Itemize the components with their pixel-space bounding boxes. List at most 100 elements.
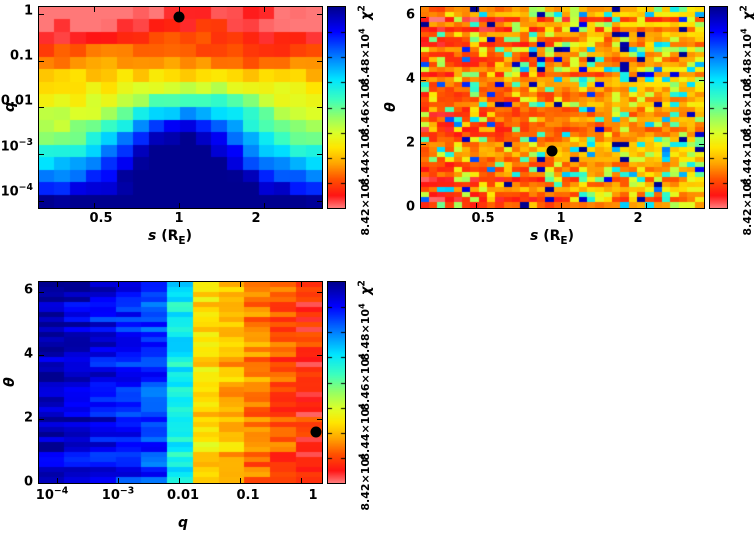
axis-tick [179, 7, 180, 12]
axis-tick [317, 355, 322, 356]
axis-tick [421, 17, 426, 18]
axis-tick [646, 7, 647, 12]
axis-tick [699, 80, 704, 81]
xtick-label: 10−3 [101, 485, 135, 503]
colorbar-top-right [709, 6, 728, 209]
xtick-label: 0.5 [89, 211, 113, 226]
axis-tick [561, 203, 562, 208]
colorbar-tick-label: 8.44×104 [357, 403, 372, 461]
xtick-label: 10−4 [35, 485, 69, 503]
colorbar-title: χ2 [738, 5, 754, 20]
axis-tick [118, 478, 119, 483]
colorbar-tick-label: 8.42×104 [739, 178, 754, 236]
axis-tick [240, 478, 241, 483]
colorbar-tick-label: 8.42×104 [357, 178, 372, 236]
axis-tick [421, 144, 426, 145]
colorbar-tick-label: 8.44×104 [357, 128, 372, 186]
ytick-label: 0.01 [0, 93, 33, 109]
colorbar-tick-label: 8.44×104 [739, 128, 754, 186]
axis-tick [317, 61, 322, 62]
xtick-label: 0.1 [236, 488, 260, 503]
axis-tick [179, 282, 180, 287]
axis-tick [264, 203, 265, 208]
y-axis-title: θ [382, 102, 399, 112]
axis-tick [39, 107, 44, 108]
heatmap-top-right [420, 6, 705, 209]
axis-tick [421, 208, 426, 209]
axis-tick [179, 203, 180, 208]
ytick-label: 10−4 [0, 182, 33, 200]
heatmap-bottom-left [38, 281, 323, 484]
xtick-label: 2 [633, 211, 643, 226]
axis-tick [39, 355, 44, 356]
xtick-label: 1 [308, 488, 318, 503]
axis-tick [39, 14, 44, 15]
axis-tick [240, 282, 241, 287]
ytick-label: 0 [23, 474, 33, 490]
axis-tick [646, 203, 647, 208]
axis-tick [317, 483, 322, 484]
axis-tick [317, 292, 322, 293]
ytick-label: 4 [23, 346, 33, 362]
axis-tick [264, 7, 265, 12]
axis-tick [699, 144, 704, 145]
colorbar-tick-label: 8.46×104 [357, 353, 372, 411]
colorbar-tick-label: 8.42×104 [357, 453, 372, 511]
ytick-label: 2 [23, 410, 33, 426]
colorbar-bottom-left [327, 281, 346, 484]
y-axis-title: q [2, 101, 19, 113]
heatmap-top-left [38, 6, 323, 209]
axis-tick [301, 282, 302, 287]
axis-tick [39, 61, 44, 62]
colorbar-tick-label: 8.46×104 [739, 78, 754, 136]
colorbar-tick-label: 8.46×104 [357, 78, 372, 136]
ytick-label: 1 [23, 3, 33, 19]
axis-tick [476, 203, 477, 208]
xtick-label: 0.01 [166, 488, 200, 503]
y-axis-title: θ [1, 377, 18, 387]
ytick-label: 0.1 [9, 48, 33, 64]
colorbar-title: χ2 [356, 280, 374, 295]
ytick-label: 2 [405, 135, 415, 151]
axis-tick [421, 80, 426, 81]
xtick-label: 1 [556, 211, 566, 226]
axis-tick [39, 292, 44, 293]
axis-tick [39, 201, 44, 202]
best-fit-marker [310, 426, 322, 438]
axis-tick [317, 14, 322, 15]
axis-tick [39, 419, 44, 420]
axis-tick [39, 154, 44, 155]
axis-tick [699, 17, 704, 18]
ytick-label: 0 [405, 199, 415, 215]
axis-tick [94, 7, 95, 12]
colorbar-title: χ2 [356, 5, 374, 20]
ytick-label: 6 [405, 7, 415, 23]
xtick-label: 0.5 [471, 211, 495, 226]
xtick-label: 2 [251, 211, 261, 226]
x-axis-title: q [178, 515, 189, 531]
axis-tick [317, 201, 322, 202]
ytick-label: 4 [405, 71, 415, 87]
axis-tick [179, 478, 180, 483]
axis-tick [317, 419, 322, 420]
axis-tick [561, 7, 562, 12]
ytick-label: 10−3 [0, 137, 33, 155]
axis-tick [94, 203, 95, 208]
xtick-label: 1 [174, 211, 184, 226]
axis-tick [39, 483, 44, 484]
x-axis-title: s (RE) [148, 228, 192, 247]
axis-tick [118, 282, 119, 287]
best-fit-marker [546, 145, 558, 157]
axis-tick [317, 154, 322, 155]
colorbar-top-left [327, 6, 346, 209]
x-axis-title: s (RE) [530, 228, 574, 247]
ytick-label: 6 [23, 282, 33, 298]
axis-tick [57, 478, 58, 483]
colorbar-tick-label: 8.48×104 [739, 28, 754, 86]
axis-tick [699, 208, 704, 209]
axis-tick [317, 107, 322, 108]
axis-tick [301, 478, 302, 483]
axis-tick [476, 7, 477, 12]
axis-tick [57, 282, 58, 287]
colorbar-tick-label: 8.48×104 [357, 28, 372, 86]
